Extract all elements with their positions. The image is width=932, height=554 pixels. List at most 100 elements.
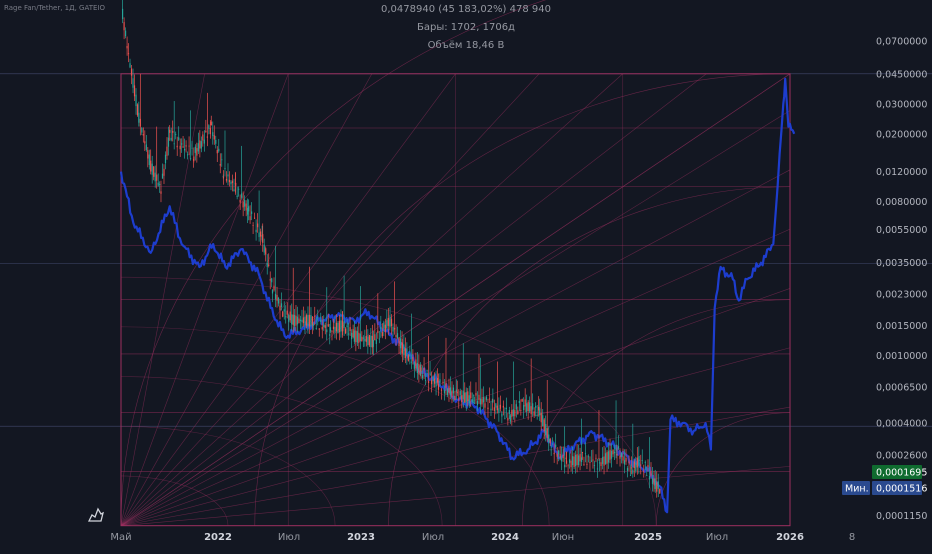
candle-body — [481, 398, 483, 405]
candle-body — [293, 314, 296, 327]
candle-body — [256, 223, 259, 228]
candle-body — [485, 396, 488, 400]
gann-fan-line — [120, 73, 540, 526]
candle-body — [461, 395, 463, 403]
gann-arc — [388, 186, 791, 526]
candle-body — [299, 319, 302, 321]
candle-body — [459, 391, 461, 396]
candle-body — [349, 327, 351, 332]
candle-body — [651, 478, 654, 484]
price-tick-label: 0,0035000 — [876, 258, 927, 269]
candle-body — [215, 139, 217, 144]
price-tick-label: 0,0700000 — [876, 37, 927, 48]
candle-body — [374, 334, 376, 341]
candle-body — [543, 419, 545, 432]
price-tick-label: 0,0002600 — [876, 451, 927, 462]
time-tick-label: Май — [110, 532, 131, 543]
candle-body — [558, 450, 560, 455]
candle-body — [377, 330, 379, 334]
candle-body — [301, 319, 303, 323]
candle-body — [657, 481, 659, 489]
candle-body — [342, 322, 344, 332]
candle-body — [509, 415, 511, 422]
gann-box — [0, 0, 932, 527]
candle-body — [390, 318, 393, 327]
candle-body — [532, 403, 534, 410]
candle-body — [317, 317, 319, 319]
candle-body — [581, 452, 584, 453]
candle-body — [183, 149, 186, 151]
candle-body — [371, 335, 373, 348]
candle-body — [499, 404, 501, 409]
candle-body — [549, 438, 551, 444]
price-tick-label: 0,0120000 — [876, 167, 927, 178]
candle-body — [570, 460, 572, 468]
candle-body — [626, 468, 629, 471]
price-tick-label: 0,0004000 — [876, 419, 927, 430]
candle-body — [180, 143, 183, 145]
candle-body — [235, 182, 237, 186]
candle-body — [362, 337, 364, 339]
candle-body — [527, 401, 529, 412]
candle-body — [432, 376, 434, 382]
candle-body — [337, 322, 339, 334]
candle-body — [638, 456, 640, 467]
candle-body — [348, 333, 350, 335]
candle-body — [398, 338, 400, 347]
candle-body — [236, 195, 238, 197]
gann-arc — [655, 412, 791, 526]
candle-body — [529, 402, 531, 412]
candle-body — [412, 357, 414, 362]
candle-body — [298, 318, 300, 324]
candle-body — [465, 392, 467, 403]
candle-body — [600, 462, 602, 466]
candle-body — [552, 440, 554, 442]
price-badges: 0,0001695 Мин. 0,0001516 — [842, 465, 927, 495]
time-tick-label: 2026 — [776, 532, 804, 543]
candle-body — [616, 454, 618, 456]
gann-fan-line — [120, 466, 791, 526]
candle-body — [231, 180, 234, 183]
candle-body — [167, 137, 170, 147]
price-tick-label: 0,0055000 — [876, 225, 927, 236]
candle-body — [139, 118, 141, 127]
candle-body — [305, 315, 308, 326]
last-price-badge — [872, 465, 922, 479]
candle-body — [378, 338, 380, 340]
candle-body — [426, 370, 428, 372]
series-line-comparison — [119, 77, 796, 514]
candle-body — [565, 460, 568, 464]
candle-body — [372, 339, 374, 347]
candle-body — [206, 136, 208, 138]
candle-body — [205, 130, 207, 133]
candle-body — [304, 316, 306, 326]
candle-body — [212, 132, 214, 137]
candle-body — [392, 326, 394, 332]
candle-body — [467, 391, 469, 401]
candle-body — [520, 410, 522, 411]
candle-body — [277, 297, 280, 304]
candle-body — [387, 317, 389, 326]
candle-body — [540, 412, 542, 423]
candle-body — [123, 22, 125, 31]
candle-body — [571, 456, 574, 466]
candle-body — [179, 145, 181, 150]
candle-body — [164, 154, 167, 164]
time-tick-label: Июн — [552, 532, 574, 543]
tradingview-logo-icon[interactable] — [86, 505, 106, 525]
symbol-label: Rage Fan/Tether, 1Д, GATEIO — [4, 4, 105, 12]
candle-body — [224, 168, 226, 170]
candle-body — [640, 464, 642, 466]
candle-body — [247, 208, 249, 215]
candle-body — [283, 309, 285, 312]
candle-body — [421, 375, 424, 379]
candle-body — [401, 342, 403, 354]
candle-body — [135, 94, 137, 107]
price-tick-label: 0,0450000 — [876, 69, 927, 80]
candle-body — [245, 203, 247, 211]
candle-body — [464, 392, 466, 403]
candle-body — [173, 143, 175, 145]
candle-body — [151, 163, 153, 175]
